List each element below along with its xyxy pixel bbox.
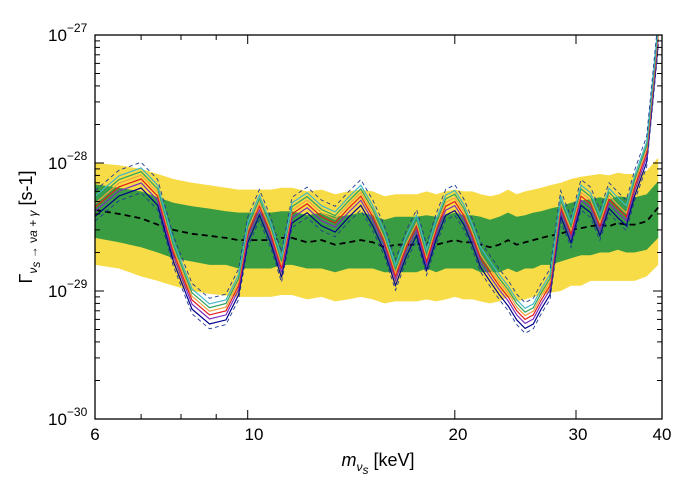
y-tick-label-1e-29: 10−29: [48, 277, 88, 301]
x-tick-label-30: 30: [569, 425, 588, 444]
axis-ticks: [94, 34, 663, 420]
limit-curves: [95, 35, 659, 334]
limit-curve-5: [95, 35, 659, 313]
limit-curve-7: [95, 35, 658, 304]
x-tick-label-10: 10: [245, 425, 264, 444]
limit-curve-1: [95, 43, 659, 330]
x-axis-label: mνs [keV]: [341, 450, 414, 477]
plot-area: [95, 35, 659, 334]
x-tick-label-40: 40: [653, 425, 672, 444]
plot-frame: [94, 34, 663, 420]
x-tick-label-20: 20: [449, 425, 468, 444]
limit-curve-8: [95, 48, 659, 334]
limit-curve-3: [95, 35, 659, 321]
limit-curve-6: [95, 35, 658, 310]
y-axis-label: Γνs → νa + γ [s-1]: [16, 171, 43, 284]
limit-curve-4: [95, 35, 659, 317]
one-sigma-band: [95, 181, 659, 273]
limit-curve-2: [95, 38, 659, 325]
y-tick-label-1e-28: 10−28: [48, 149, 88, 173]
y-tick-label-1e-30: 10−30: [48, 405, 88, 429]
y-tick-label-1e-27: 10−27: [48, 21, 88, 45]
x-tick-label-6: 6: [90, 425, 99, 444]
